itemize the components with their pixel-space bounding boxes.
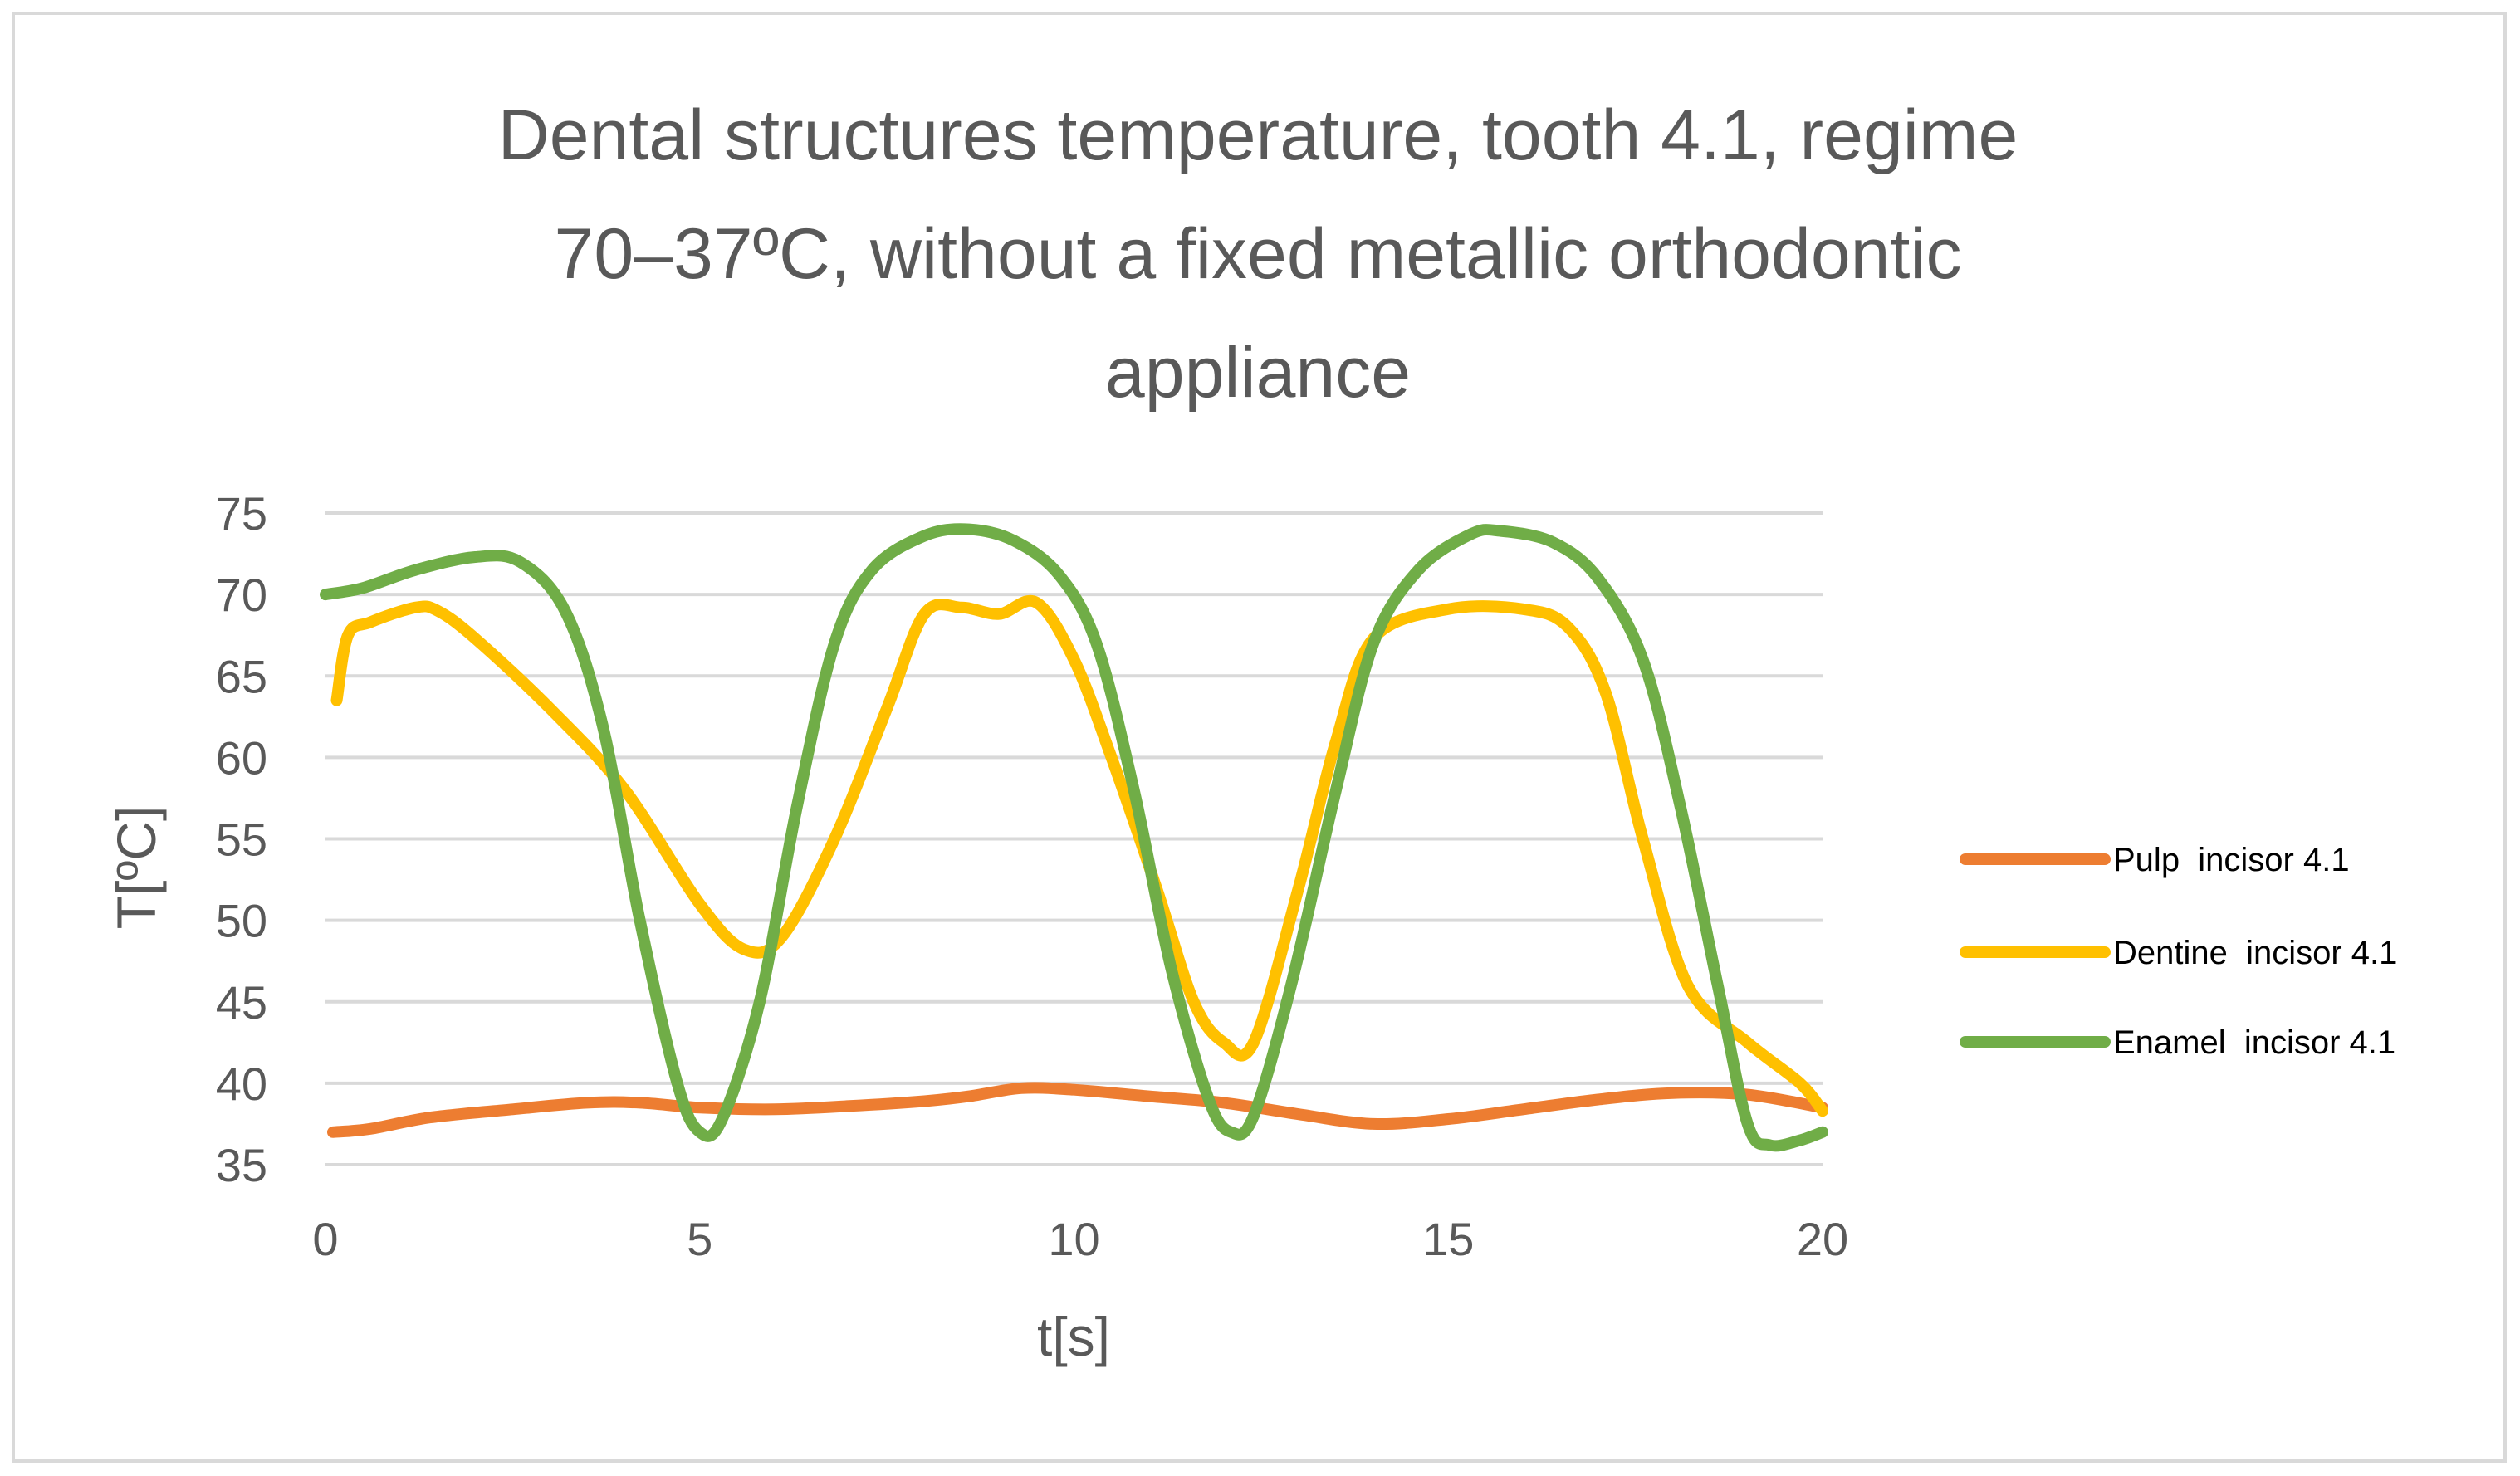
x-tick-label: 5 (687, 1213, 712, 1265)
y-tick-label: 40 (216, 1058, 267, 1110)
y-tick-label: 75 (216, 487, 267, 540)
x-tick-label: 20 (1797, 1213, 1848, 1265)
y-tick-label: 55 (216, 814, 267, 866)
chart-title: Dental structures temperature, tooth 4.1… (498, 95, 2018, 413)
gridlines (325, 511, 1823, 1166)
y-tick-label: 65 (216, 650, 267, 702)
legend-label-3: Enamel incisor 4.1 (2113, 1024, 2395, 1061)
y-axis-title: T[ºC] (105, 806, 167, 930)
chart-title-line-1: Dental structures temperature, tooth 4.1… (498, 95, 2018, 175)
y-tick-label: 35 (216, 1139, 267, 1191)
series-line-3 (320, 523, 1828, 1152)
series-line-1 (327, 1082, 1828, 1138)
y-tick-label: 50 (216, 895, 267, 947)
x-tick-label: 10 (1048, 1213, 1099, 1265)
legend-label-1: Pulp incisor 4.1 (2113, 842, 2350, 878)
x-axis-ticks: 0 5 10 15 20 (312, 1213, 1848, 1265)
y-tick-label: 70 (216, 569, 267, 621)
y-tick-label: 45 (216, 976, 267, 1029)
chart-title-line-2: 70–37ºC, without a fixed metallic orthod… (554, 214, 1961, 294)
x-axis-title: t[s] (1037, 1306, 1110, 1367)
x-tick-label: 0 (312, 1213, 338, 1265)
x-tick-label: 15 (1422, 1213, 1474, 1265)
y-axis-ticks: 35 40 45 50 55 60 65 70 75 (216, 487, 267, 1191)
legend: Pulp incisor 4.1 Dentine incisor 4.1 Ename… (1960, 842, 2397, 1061)
y-tick-label: 60 (216, 731, 267, 784)
series-lines (320, 523, 1828, 1152)
series-line-2 (330, 594, 1828, 1117)
chart-frame (12, 12, 2507, 1463)
legend-label-2: Dentine incisor 4.1 (2113, 935, 2397, 971)
chart-title-line-3: appliance (1105, 333, 1411, 413)
